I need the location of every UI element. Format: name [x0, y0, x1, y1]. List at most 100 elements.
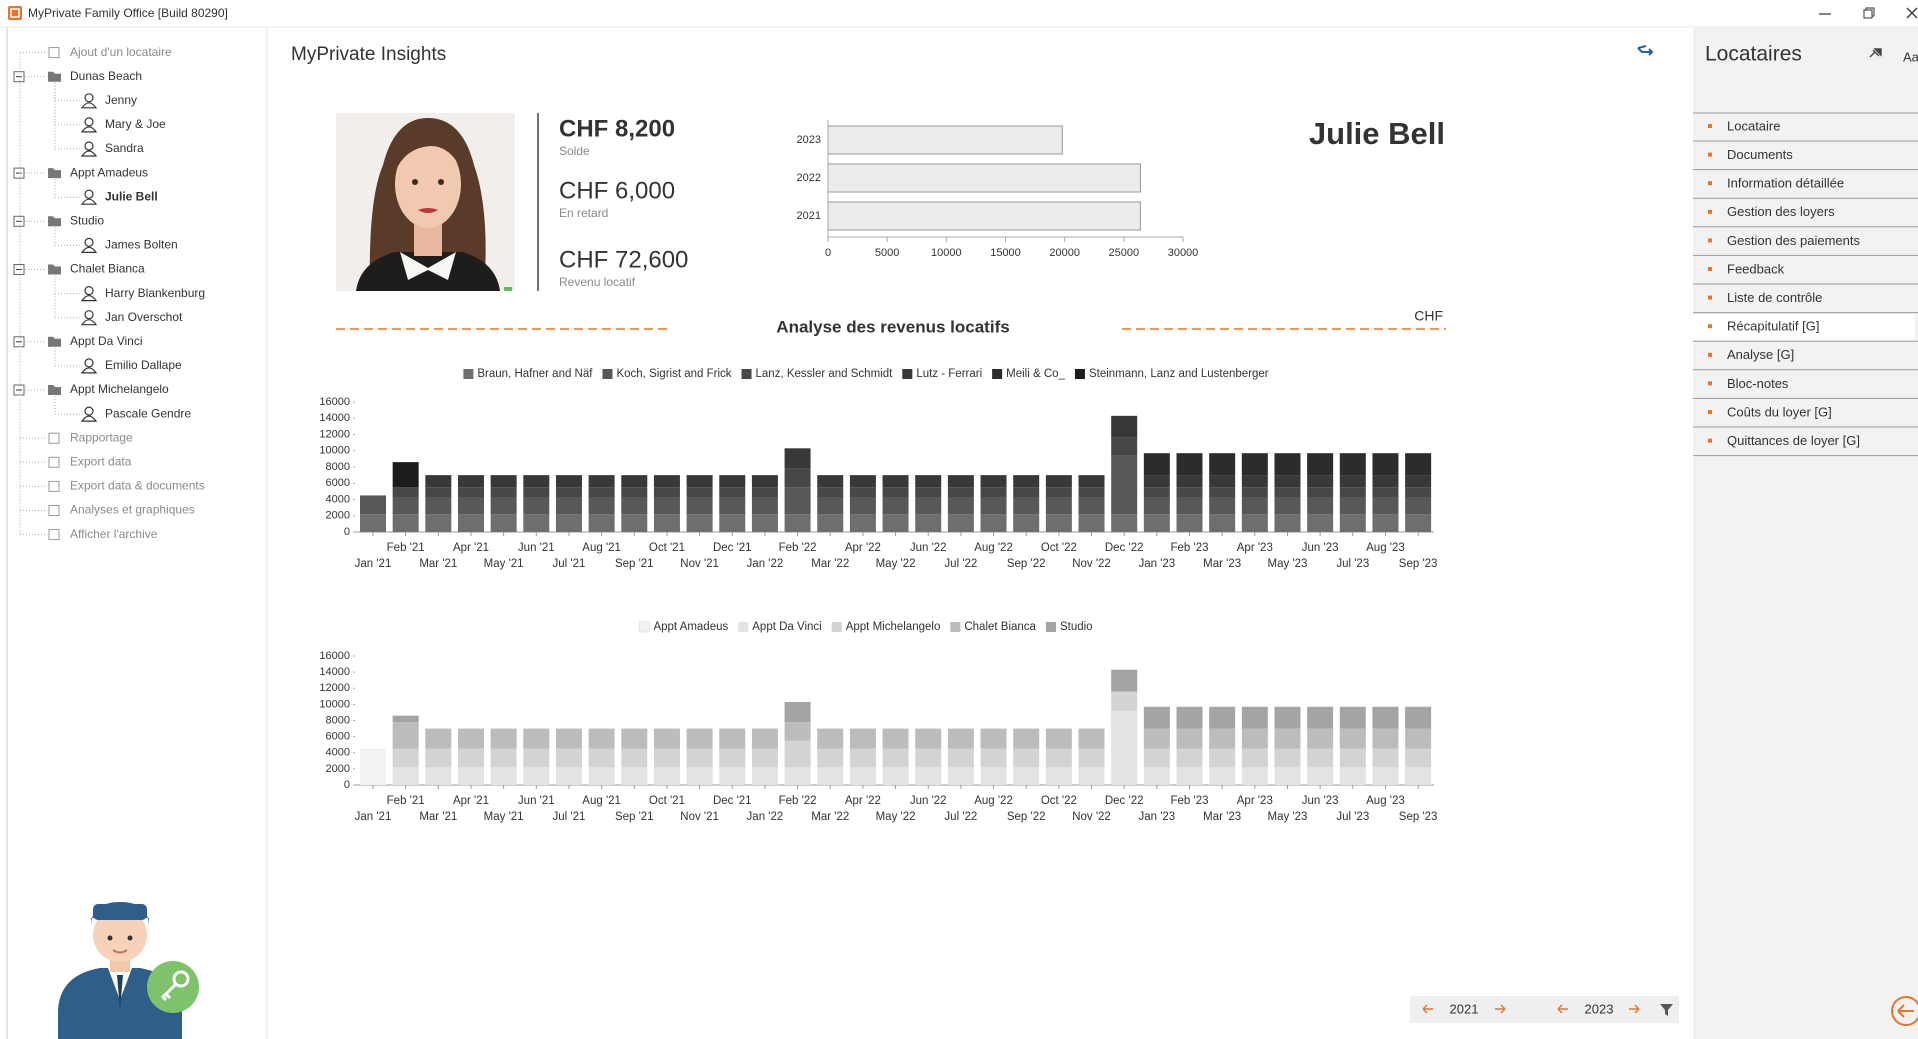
person-icon [82, 127, 96, 132]
tenant-figures: CHF 8,200SoldeCHF 6,000En retardCHF 72,6… [559, 115, 688, 289]
tree-action[interactable]: Export data & documents [70, 479, 205, 493]
bar-segment [1242, 749, 1268, 768]
tree-tenant[interactable]: Julie Bell [105, 189, 158, 203]
tree-tenant[interactable]: Pascale Gendre [105, 406, 191, 420]
bar-segment [1013, 749, 1039, 768]
folder-icon [48, 385, 61, 395]
legend-label[interactable]: Braun, Hafner and Näf [477, 368, 593, 380]
tree-action[interactable]: Afficher l'archive [70, 527, 158, 541]
bar-segment [589, 749, 615, 768]
menu-item[interactable]: Locataire [1727, 118, 1780, 133]
bar-segment [1242, 475, 1268, 487]
y-tick-label: 2021 [797, 210, 821, 222]
tree-action[interactable]: Rapportage [70, 430, 133, 444]
x-tick-label: Dec '21 [713, 795, 752, 807]
tree-group[interactable]: Appt Amadeus [70, 165, 148, 179]
tree-tenant[interactable]: Sandra [105, 141, 144, 155]
menu-item[interactable]: Gestion des paiements [1727, 233, 1860, 248]
tree-action[interactable]: Export data [70, 454, 132, 468]
tree-action[interactable]: Ajout d'un locataire [70, 45, 172, 59]
bar-segment [1144, 498, 1170, 514]
legend-label[interactable]: Steinmann, Lanz and Lustenberger [1089, 368, 1269, 380]
bar-segment [556, 475, 582, 487]
bar-segment [915, 514, 941, 532]
legend-label[interactable]: Appt Michelangelo [846, 621, 941, 633]
bar-segment [1013, 487, 1039, 498]
tree-tenant[interactable]: Jenny [105, 93, 137, 107]
bar-segment [1079, 514, 1105, 532]
tree-group[interactable]: Appt Da Vinci [70, 334, 143, 348]
tree-tenant[interactable]: James Bolten [105, 238, 178, 252]
y-tick-label: 8000 [326, 714, 350, 726]
x-tick-label: Jan '23 [1138, 558, 1175, 570]
menu-item[interactable]: Information détaillée [1727, 176, 1844, 191]
legend-swatch [950, 622, 960, 632]
menu-item[interactable]: Quittances de loyer [G] [1727, 433, 1860, 448]
x-tick-label: Feb '23 [1171, 542, 1209, 554]
legend-label[interactable]: Lutz - Ferrari [916, 368, 982, 380]
x-tick-label: Jan '21 [355, 558, 392, 570]
bar-segment [1340, 453, 1366, 475]
x-tick-label: Aug '23 [1366, 542, 1405, 554]
window-title: MyPrivate Family Office [Build 80290] [28, 6, 228, 20]
bar-segment [654, 498, 680, 514]
bar-segment [915, 749, 941, 768]
bar-segment [817, 729, 843, 749]
bar-segment [1144, 475, 1170, 487]
legend-label[interactable]: Lanz, Kessler and Schmidt [756, 368, 894, 380]
tree-tenant[interactable]: Mary & Joe [105, 117, 166, 131]
x-tick-label: Apr '21 [453, 542, 489, 554]
bar-segment [458, 487, 484, 498]
x-tick-label: Jul '23 [1336, 811, 1369, 823]
legend-label[interactable]: Meili & Co_ [1006, 368, 1065, 380]
x-tick-label: Aug '23 [1366, 795, 1405, 807]
y-tick-label: 2000 [326, 510, 350, 522]
y-tick-label: 6000 [326, 477, 350, 489]
x-tick-label: Dec '22 [1105, 795, 1144, 807]
bar-segment [1242, 729, 1268, 749]
bar-segment [785, 767, 811, 785]
tree-action[interactable]: Analyses et graphiques [70, 503, 195, 517]
tree-group[interactable]: Appt Michelangelo [70, 382, 169, 396]
legend-label[interactable]: Appt Da Vinci [752, 621, 821, 633]
bar-segment [719, 729, 745, 749]
menu-item[interactable]: Documents [1727, 147, 1793, 162]
legend-label[interactable]: Koch, Sigrist and Frick [616, 368, 731, 380]
x-tick-label: Apr '23 [1237, 542, 1273, 554]
x-tick-label: May '23 [1268, 558, 1308, 570]
legend-label[interactable]: Chalet Bianca [964, 621, 1036, 633]
menu-item[interactable]: Feedback [1727, 261, 1785, 276]
legend-label[interactable]: Studio [1060, 621, 1093, 633]
section-unit: CHF [1414, 308, 1443, 324]
legend-swatch [639, 622, 649, 632]
tree-tenant[interactable]: Harry Blankenburg [105, 286, 205, 300]
menu-item[interactable]: Gestion des loyers [1727, 204, 1835, 219]
tree-group[interactable]: Chalet Bianca [70, 262, 145, 276]
action-icon [49, 481, 59, 491]
menu-bullet [1708, 153, 1712, 157]
tree-tenant[interactable]: Jan Overschot [105, 310, 183, 324]
font-button[interactable]: Aa [1903, 49, 1918, 64]
bar-segment [752, 514, 778, 532]
bar-segment [1274, 729, 1300, 749]
x-tick-label: Mar '22 [811, 811, 849, 823]
x-tick-label: Oct '22 [1041, 542, 1077, 554]
period-from[interactable]: 2021 [1450, 1001, 1479, 1016]
tree-tenant[interactable]: Emilio Dallape [105, 358, 182, 372]
tree-group[interactable]: Studio [70, 213, 104, 227]
bar-segment [491, 498, 517, 514]
menu-item[interactable]: Bloc-notes [1727, 376, 1789, 391]
tree-group[interactable]: Dunas Beach [70, 69, 142, 83]
bar-segment [752, 729, 778, 749]
menu-item[interactable]: Analyse [G] [1727, 347, 1794, 362]
menu-item[interactable]: Liste de contrôle [1727, 290, 1822, 305]
bar-segment [883, 767, 909, 785]
menu-item[interactable]: Récapitulatif [G] [1727, 319, 1820, 334]
bar-segment [1079, 767, 1105, 785]
period-to[interactable]: 2023 [1585, 1001, 1614, 1016]
share-button[interactable] [1638, 46, 1652, 55]
menu-item[interactable]: Coûts du loyer [G] [1727, 404, 1832, 419]
bar-segment [654, 729, 680, 749]
bar-segment [817, 514, 843, 532]
legend-label[interactable]: Appt Amadeus [653, 621, 728, 633]
